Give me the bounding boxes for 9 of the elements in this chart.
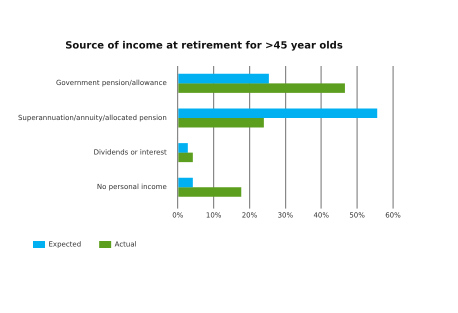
bar [178,108,378,118]
bar [178,83,345,93]
bar [178,187,242,197]
bar [178,143,188,153]
bar [178,74,269,84]
bar [178,152,193,162]
bar [178,118,264,128]
chart-title: Source of income at retirement for >45 year olds [65,40,343,52]
bar [178,178,193,188]
